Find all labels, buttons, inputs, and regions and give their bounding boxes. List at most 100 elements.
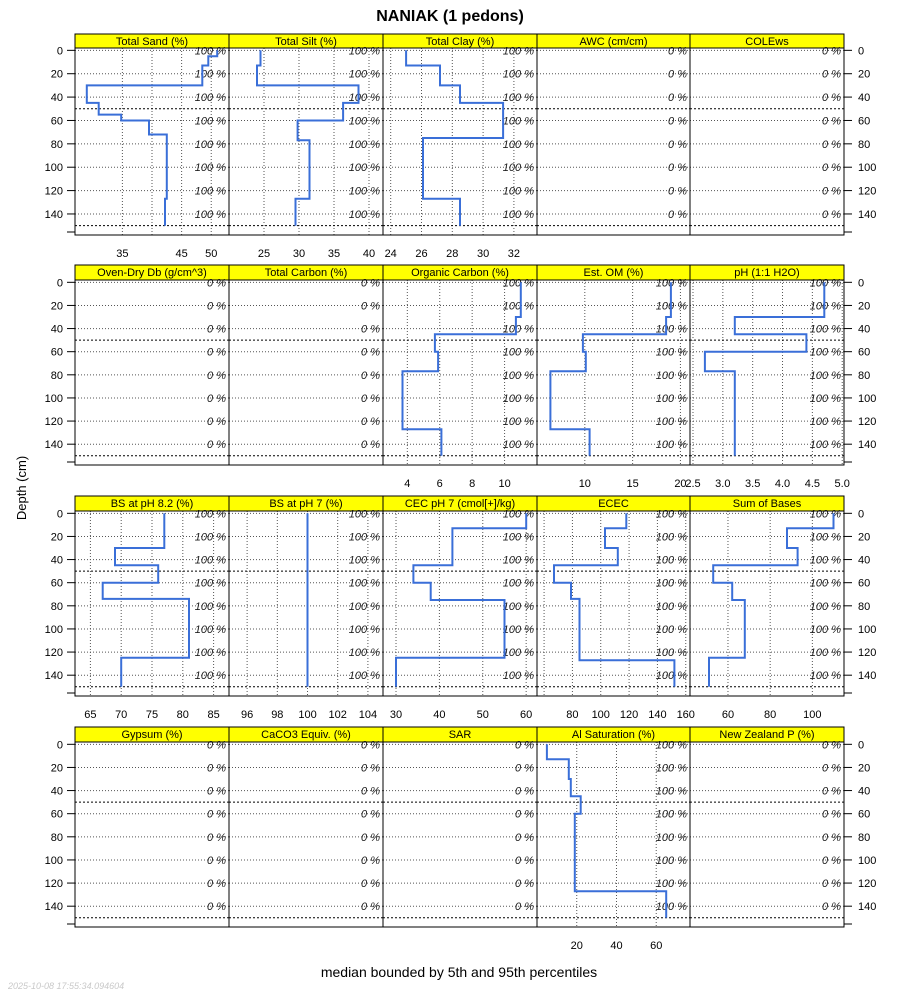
data-label: 100 % — [195, 69, 226, 81]
panel-border — [74, 279, 230, 466]
data-label: 0 % — [207, 416, 226, 428]
y-tick-label-left: 60 — [51, 809, 63, 821]
y-tick-label-left: 80 — [51, 139, 63, 151]
panel-border — [689, 279, 845, 466]
data-label: 0 % — [207, 739, 226, 751]
timestamp-label: 2025-10-08 17:55:34.094604 — [7, 981, 124, 991]
data-label: 0 % — [207, 786, 226, 798]
data-label: 0 % — [822, 901, 841, 913]
y-tick-label-left: 40 — [51, 92, 63, 104]
data-label: 0 % — [207, 347, 226, 359]
panel-title: Oven-Dry Db (g/cm^3) — [97, 267, 207, 279]
y-tick-label-left: 100 — [45, 393, 63, 405]
x-tick-label: 8 — [469, 478, 475, 490]
data-label: 0 % — [207, 370, 226, 382]
y-tick-label-left: 20 — [51, 762, 63, 774]
data-label: 0 % — [361, 324, 380, 336]
data-label: 100 % — [349, 209, 380, 221]
x-tick-label: 30 — [390, 709, 402, 721]
data-label: 0 % — [515, 762, 534, 774]
data-label: 100 % — [810, 324, 841, 336]
data-label: 0 % — [361, 370, 380, 382]
y-tick-label-left: 140 — [45, 209, 63, 221]
data-label: 0 % — [668, 92, 687, 104]
panel-9: Est. OM (%) 100 % 100 % 100 % 100 % 100 % 100 … — [536, 264, 691, 490]
x-tick-label: 15 — [627, 478, 639, 490]
x-tick-label: 120 — [620, 709, 638, 721]
data-label: 0 % — [361, 347, 380, 359]
panel-title: Total Sand (%) — [116, 36, 188, 48]
data-label: 0 % — [822, 739, 841, 751]
data-label: 100 % — [810, 347, 841, 359]
x-tick-label: 102 — [329, 709, 347, 721]
data-label: 100 % — [503, 508, 534, 520]
x-tick-label: 20 — [674, 478, 686, 490]
panel-14: ECEC 100 % 100 % 100 % 100 % 100 % 100 % 100 % 1… — [536, 495, 695, 721]
data-label: 100 % — [349, 578, 380, 590]
data-label: 0 % — [361, 901, 380, 913]
y-tick-label-right: 40 — [858, 324, 870, 336]
data-label: 0 % — [361, 786, 380, 798]
x-tick-label: 10 — [579, 478, 591, 490]
y-tick-label-left: 0 — [57, 45, 63, 57]
y-tick-label-right: 0 — [858, 45, 864, 57]
panel-title: CEC pH 7 (cmol[+]/kg) — [405, 498, 515, 510]
data-label: 100 % — [656, 647, 687, 659]
panel-title: Gypsum (%) — [121, 729, 182, 741]
data-label: 100 % — [503, 277, 534, 289]
data-label: 0 % — [822, 115, 841, 127]
x-tick-label: 50 — [477, 709, 489, 721]
y-tick-label-right: 0 — [858, 277, 864, 289]
data-label: 100 % — [810, 416, 841, 428]
x-tick-label: 98 — [271, 709, 283, 721]
y-tick-label-right: 100 — [858, 624, 876, 636]
y-tick-label-left: 0 — [57, 508, 63, 520]
data-label: 0 % — [361, 439, 380, 451]
x-tick-label: 10 — [498, 478, 510, 490]
y-tick-label-right: 80 — [858, 370, 870, 382]
data-label: 0 % — [822, 186, 841, 198]
data-label: 100 % — [656, 878, 687, 890]
data-label: 0 % — [822, 139, 841, 151]
series-line — [553, 513, 676, 687]
y-tick-label-left: 40 — [51, 555, 63, 567]
panel-6: Oven-Dry Db (g/cm^3)0 %0 %0 %0 %0 %0 %0 … — [74, 264, 230, 466]
data-label: 100 % — [656, 670, 687, 682]
data-label: 0 % — [207, 393, 226, 405]
x-tick-label: 80 — [177, 709, 189, 721]
y-tick-label-right: 20 — [858, 69, 870, 81]
x-tick-label: 60 — [650, 940, 662, 952]
x-tick-label: 32 — [508, 248, 520, 260]
data-label: 0 % — [361, 739, 380, 751]
x-tick-label: 20 — [571, 940, 583, 952]
data-label: 100 % — [503, 531, 534, 543]
y-tick-label-right: 60 — [858, 115, 870, 127]
data-label: 100 % — [195, 139, 226, 151]
y-tick-label-left: 60 — [51, 115, 63, 127]
y-tick-label-right: 20 — [858, 300, 870, 312]
series-line — [395, 513, 528, 687]
panel-border — [382, 741, 538, 928]
data-label: 100 % — [503, 555, 534, 567]
y-tick-label-left: 60 — [51, 347, 63, 359]
data-label: 100 % — [349, 670, 380, 682]
data-label: 100 % — [656, 370, 687, 382]
data-label: 100 % — [503, 92, 534, 104]
y-tick-label-left: 100 — [45, 162, 63, 174]
data-label: 0 % — [668, 45, 687, 57]
data-label: 100 % — [195, 531, 226, 543]
x-tick-label: 96 — [241, 709, 253, 721]
panel-title: Est. OM (%) — [584, 267, 644, 279]
data-label: 0 % — [668, 162, 687, 174]
panel-17: CaCO3 Equiv. (%) 0 % 0 % 0 % 0 % 0 % 0 % 0 % 0 % — [228, 726, 384, 928]
x-tick-label: 35 — [116, 248, 128, 260]
data-label: 100 % — [195, 578, 226, 590]
data-label: 100 % — [503, 670, 534, 682]
panel-8: Organic Carbon (%)100 %100 %100 %100 %10… — [382, 264, 538, 490]
data-label: 0 % — [822, 162, 841, 174]
data-label: 100 % — [656, 624, 687, 636]
data-label: 100 % — [503, 209, 534, 221]
series-line — [401, 282, 522, 456]
panel-border — [689, 47, 845, 236]
data-label: 100 % — [810, 647, 841, 659]
